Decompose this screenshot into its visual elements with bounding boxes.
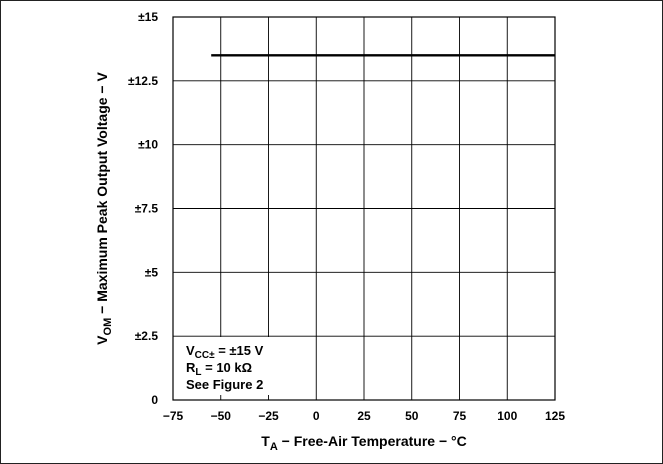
- x-tick-label: 25: [357, 409, 371, 423]
- x-tick-label: 100: [497, 409, 517, 423]
- x-tick-label: 125: [545, 409, 565, 423]
- condition-label-text: = ±15 V: [215, 343, 264, 358]
- x-axis-label-text: − Free-Air Temperature − °C: [278, 433, 467, 449]
- condition-label-prefix: R: [186, 360, 196, 375]
- y-tick-label: ±12.5: [128, 74, 158, 88]
- y-tick-label: 0: [151, 393, 158, 407]
- condition-label-subscript: CC±: [195, 350, 215, 361]
- x-axis-ticks: −75 −50 −25 0 25 50 75 100 125: [163, 409, 566, 423]
- condition-label: RL = 10 kΩ: [186, 360, 252, 378]
- y-axis-ticks: 0 ±2.5 ±5 ±7.5 ±10 ±12.5 ±15: [128, 10, 158, 407]
- condition-label-text: = 10 kΩ: [202, 360, 253, 375]
- condition-label-prefix: V: [186, 343, 195, 358]
- x-axis-label-prefix: T: [261, 433, 270, 449]
- legend-box-background: [178, 337, 296, 395]
- y-tick-label: ±15: [138, 10, 158, 24]
- x-tick-label: 0: [313, 409, 320, 423]
- x-tick-label: −75: [163, 409, 184, 423]
- y-tick-label: ±5: [145, 265, 159, 279]
- y-axis-label-text: − Maximum Peak Output Voltage − V: [94, 72, 110, 318]
- condition-label: VCC± = ±15 V: [186, 343, 264, 361]
- x-tick-label: −50: [211, 409, 232, 423]
- condition-label-text: See Figure 2: [186, 377, 263, 392]
- x-tick-label: −25: [258, 409, 279, 423]
- y-tick-label: ±10: [138, 138, 158, 152]
- x-axis-label: TA − Free-Air Temperature − °C: [261, 433, 466, 453]
- plot-area: [172, 16, 556, 401]
- condition-label-subscript: L: [195, 367, 201, 378]
- x-tick-label: 50: [405, 409, 419, 423]
- x-tick-label: 75: [453, 409, 467, 423]
- x-axis-label-subscript: A: [270, 441, 278, 453]
- y-tick-label: ±2.5: [135, 329, 159, 343]
- condition-label: See Figure 2: [186, 377, 263, 392]
- y-tick-label: ±7.5: [135, 202, 159, 216]
- y-axis-label-prefix: V: [94, 335, 110, 345]
- y-axis-label-subscript: OM: [102, 318, 114, 336]
- y-axis-label: VOM − Maximum Peak Output Voltage − V: [94, 72, 114, 345]
